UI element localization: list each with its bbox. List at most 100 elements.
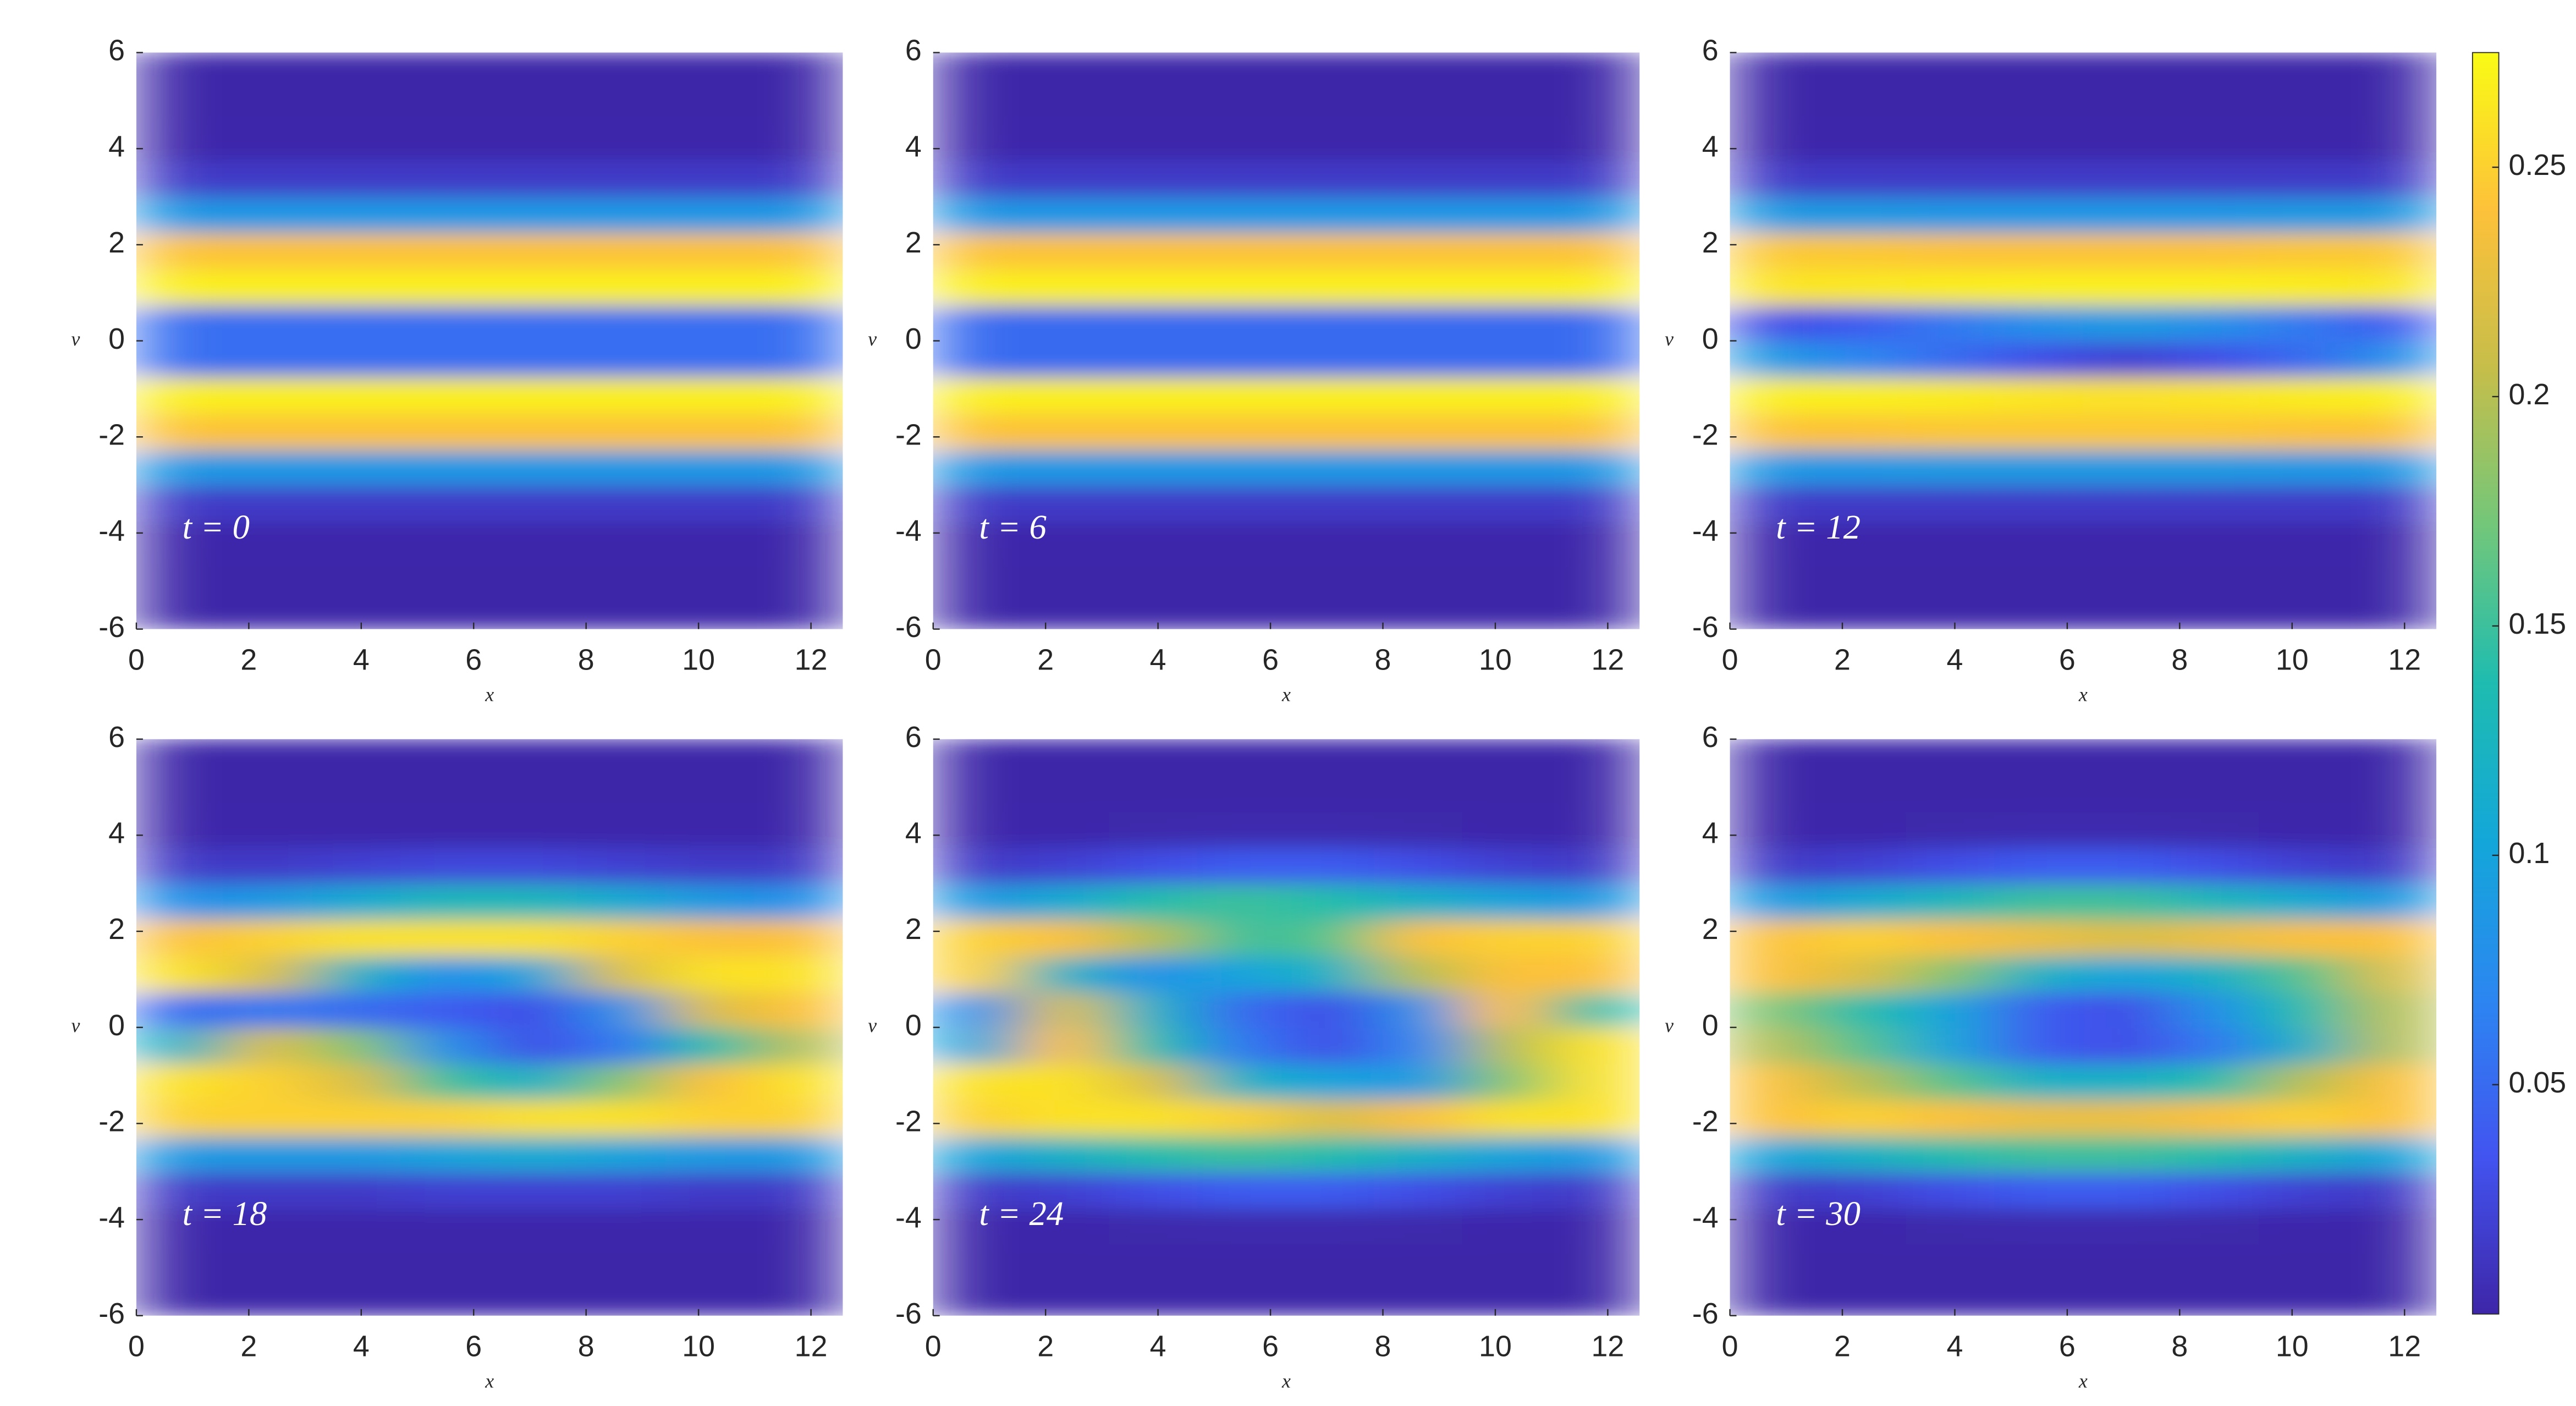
heatmap-cell (1197, 1134, 1287, 1173)
heatmap-cell (1197, 990, 1287, 1029)
heatmap-cell (488, 1171, 579, 1209)
heatmap-cell (1462, 990, 1553, 1029)
heatmap-cell (2082, 1026, 2172, 1064)
heatmap-cell (312, 954, 403, 992)
y-tick-label: 0 (1702, 322, 1719, 355)
heatmap-cell (933, 376, 1640, 414)
heatmap-cell (2082, 810, 2172, 848)
x-tick-label: 6 (2059, 1330, 2076, 1363)
heatmap-cell (1730, 774, 1819, 812)
y-tick-label: -6 (98, 611, 125, 644)
heatmap-cell (753, 1206, 843, 1245)
heatmap-cell (1817, 1206, 1908, 1245)
heatmap-cell (933, 484, 1640, 522)
x-tick-label: 2 (1037, 1330, 1054, 1363)
heatmap-cell (1285, 954, 1376, 992)
heatmap-cell (1197, 1243, 1287, 1281)
heatmap-cell (1109, 918, 1199, 957)
heatmap-cell (933, 1134, 1022, 1173)
heatmap-cell (1906, 739, 1996, 776)
heatmap-cell (136, 1026, 225, 1064)
heatmap-cell (1550, 1243, 1640, 1281)
heatmap-cell (1906, 87, 1996, 126)
heatmap-cell (1994, 340, 2084, 378)
x-tick-label: 6 (2059, 644, 2076, 677)
heatmap-cell (1109, 810, 1199, 848)
heatmap-cell (488, 1206, 579, 1245)
heatmap-cell (2082, 592, 2172, 629)
heatmap-cell (1109, 774, 1199, 812)
colorbar-tick-label: 0.2 (2509, 378, 2550, 411)
y-tick-label: -6 (98, 1297, 125, 1330)
colorbar-tick-label: 0.05 (2509, 1066, 2567, 1099)
y-tick-label: 4 (108, 817, 125, 850)
heatmap-cell (136, 448, 843, 486)
heatmap-cell (1817, 304, 1908, 342)
y-tick-label: -2 (895, 1105, 922, 1138)
heatmap-cell (665, 1171, 756, 1209)
heatmap-cell (136, 520, 843, 558)
heatmap-cell (1994, 1278, 2084, 1316)
heatmap-cell (1020, 1134, 1111, 1173)
heatmap-cell (1994, 124, 2084, 162)
heatmap-cell (1817, 448, 1908, 486)
x-tick-label: 4 (1150, 1330, 1166, 1363)
heatmap-cell (2347, 520, 2437, 558)
heatmap-cell (2259, 448, 2349, 486)
heatmap-cell (1906, 304, 1996, 342)
heatmap-cell (933, 1243, 1022, 1281)
heatmap-cell (1550, 774, 1640, 812)
heatmap-cell (1906, 340, 1996, 378)
heatmap-cell (933, 52, 1640, 90)
heatmap-cell (1730, 918, 1819, 957)
x-tick-label: 8 (1375, 644, 1391, 677)
heatmap-cell (1730, 304, 1819, 342)
heatmap-cell (1550, 846, 1640, 885)
heatmap-cell (1906, 376, 1996, 414)
x-tick-label: 10 (2276, 644, 2309, 677)
heatmap-cell (2347, 739, 2437, 776)
heatmap-cell (1197, 1062, 1287, 1101)
heatmap-cell (488, 882, 579, 920)
y-tick-label: 6 (905, 34, 922, 67)
heatmap-cell (665, 954, 756, 992)
heatmap-cell (488, 774, 579, 812)
heatmap-cell (2170, 340, 2261, 378)
heatmap-cell (1906, 1171, 1996, 1209)
heatmap-cell (1020, 774, 1111, 812)
heatmap-cell (2170, 592, 2261, 629)
heatmap-cell (2170, 1062, 2261, 1101)
heatmap-cell (2170, 268, 2261, 306)
heatmap-cell (136, 990, 225, 1029)
heatmap-cell (136, 304, 843, 342)
heatmap-cell (2259, 52, 2349, 90)
heatmap-cell (1730, 990, 1819, 1029)
x-axis-label: x (2078, 683, 2088, 705)
heatmap-cell (1906, 918, 1996, 957)
heatmap (136, 52, 843, 629)
heatmap-cell (2170, 810, 2261, 848)
y-tick-label: -6 (1692, 611, 1719, 644)
y-tick-label: -4 (98, 1201, 125, 1234)
heatmap-cell (312, 1206, 403, 1245)
heatmap-cell (933, 1026, 1022, 1064)
y-tick-label: 4 (1702, 817, 1719, 850)
heatmap-cell (2347, 1062, 2437, 1101)
heatmap-cell (1994, 1243, 2084, 1281)
heatmap-cell (2259, 196, 2349, 234)
heatmap-cell (1020, 1099, 1111, 1136)
heatmap-cell (1994, 196, 2084, 234)
heatmap-cell (1817, 1171, 1908, 1209)
heatmap-cell (136, 340, 843, 378)
heatmap-cell (2082, 340, 2172, 378)
heatmap-cell (1374, 1026, 1464, 1064)
heatmap-cell (1906, 484, 1996, 522)
heatmap-cell (1109, 1243, 1199, 1281)
heatmap-cell (2347, 304, 2437, 342)
heatmap-cell (136, 484, 843, 522)
heatmap-cell (753, 846, 843, 885)
heatmap-cell (2259, 1171, 2349, 1209)
heatmap-cell (577, 846, 667, 885)
